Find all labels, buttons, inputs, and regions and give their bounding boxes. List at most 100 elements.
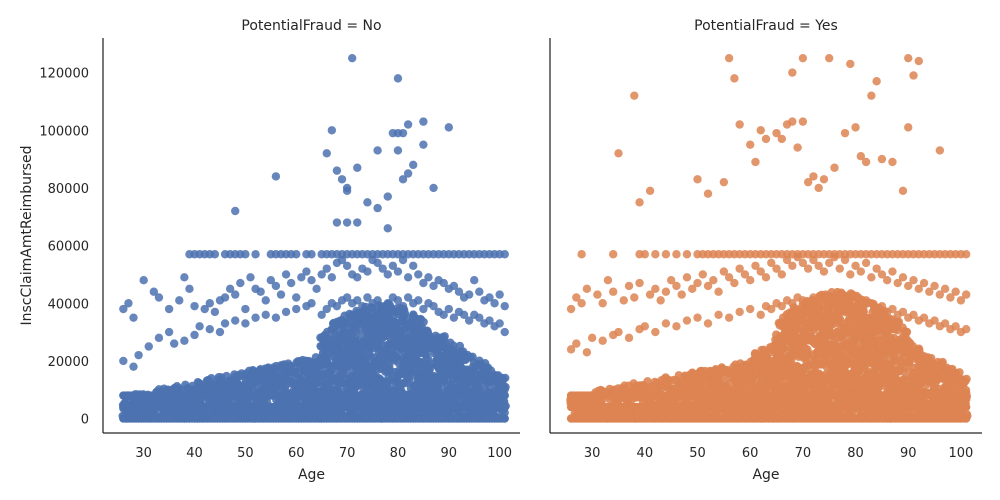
scatter-point <box>500 391 509 400</box>
scatter-point <box>307 250 316 259</box>
y-tick-label: 60000 <box>48 240 89 255</box>
scatter-point <box>322 149 331 158</box>
scatter-point <box>373 296 382 305</box>
scatter-point <box>464 290 474 299</box>
scatter-point <box>475 287 484 296</box>
scatter-point <box>351 334 360 343</box>
scatter-point <box>261 296 270 305</box>
y-axis-label: InscClaimAmtReimbursed <box>19 145 35 325</box>
scatter-point <box>403 120 413 129</box>
scatter-point <box>393 146 403 155</box>
scatter-point <box>403 169 413 178</box>
scatter-point <box>231 316 240 325</box>
scatter-point <box>403 273 413 282</box>
scatter-point <box>312 284 321 294</box>
scatter-point <box>190 301 199 311</box>
scatter-point <box>353 163 362 172</box>
scatter-point <box>363 267 372 276</box>
x-axis-label: Age <box>298 467 325 483</box>
scatter-point <box>271 281 281 291</box>
x-tick-label: 90 <box>441 446 458 461</box>
x-tick-label: 50 <box>237 446 254 461</box>
scatter-point <box>195 322 204 331</box>
scatter-point <box>307 275 316 285</box>
y-tick-label: 40000 <box>48 297 89 312</box>
scatter-point <box>392 374 402 383</box>
scatter-point <box>180 336 189 345</box>
scatter-point <box>139 275 148 285</box>
scatter-point <box>322 264 331 273</box>
scatter-point <box>342 218 352 227</box>
scatter-points <box>118 53 510 423</box>
scatter-point <box>231 290 240 299</box>
x-tick-label: 60 <box>742 446 759 461</box>
scatter-point <box>190 330 199 340</box>
scatter-point <box>342 261 352 270</box>
scatter-point <box>302 267 311 276</box>
scatter-point <box>409 160 418 170</box>
x-tick-label: 30 <box>135 446 152 461</box>
scatter-point <box>501 373 510 383</box>
x-tick-label: 80 <box>847 446 864 461</box>
scatter-point <box>332 218 342 227</box>
scatter-point <box>205 299 214 308</box>
scatter-point <box>251 250 260 259</box>
scatter-point <box>424 273 433 282</box>
scatter-point <box>495 290 504 299</box>
scatter-point <box>501 382 510 392</box>
scatter-point <box>124 299 133 308</box>
x-axis-label: Age <box>752 467 779 483</box>
scatter-point <box>292 304 301 314</box>
scatter-point <box>347 53 357 63</box>
scatter-point <box>398 301 408 311</box>
scatter-point <box>500 327 509 337</box>
scatter-point <box>236 278 245 288</box>
scatter-point <box>337 175 347 184</box>
scatter-point <box>271 313 281 322</box>
scatter-point <box>246 273 255 282</box>
scatter-point <box>500 402 509 412</box>
scatter-point <box>241 304 250 314</box>
scatter-point <box>286 278 296 288</box>
scatter-point <box>276 290 286 299</box>
x-tick-label: 70 <box>339 446 356 461</box>
x-tick-label: 100 <box>487 446 512 461</box>
scatter-point <box>180 273 189 282</box>
scatter-point <box>231 206 240 216</box>
scatter-point <box>119 356 128 366</box>
scatter-point <box>220 293 230 302</box>
x-tick-label: 30 <box>584 446 601 461</box>
scatter-point <box>154 293 164 302</box>
scatter-point <box>327 126 337 135</box>
scatter-point <box>144 342 153 351</box>
scatter-point <box>353 218 362 227</box>
scatter-point <box>342 186 352 196</box>
scatter-point <box>281 270 291 279</box>
scatter-point <box>444 304 454 314</box>
scatter-point <box>292 250 301 259</box>
scatter-point <box>495 319 504 328</box>
scatter-point <box>414 270 423 279</box>
x-tick-label: 40 <box>186 446 203 461</box>
x-tick-label: 40 <box>637 446 654 461</box>
x-tick-label: 60 <box>288 446 305 461</box>
scatter-point <box>169 339 179 348</box>
scatter-point <box>383 270 392 279</box>
scatter-point <box>210 250 220 259</box>
scatter-point <box>383 224 392 233</box>
scatter-point <box>327 273 337 282</box>
panel-title: PotentialFraud = No <box>241 18 381 34</box>
x-tick-label: 90 <box>900 446 917 461</box>
scatter-point <box>419 317 428 327</box>
scatter-point <box>358 301 367 311</box>
scatter-point <box>500 250 509 259</box>
scatter-point <box>837 332 846 341</box>
scatter-point <box>500 301 509 311</box>
x-tick-label: 70 <box>795 446 812 461</box>
scatter-point <box>220 319 230 328</box>
scatter-point <box>307 299 316 308</box>
scatter-point <box>373 146 382 155</box>
scatter-point <box>281 307 291 317</box>
